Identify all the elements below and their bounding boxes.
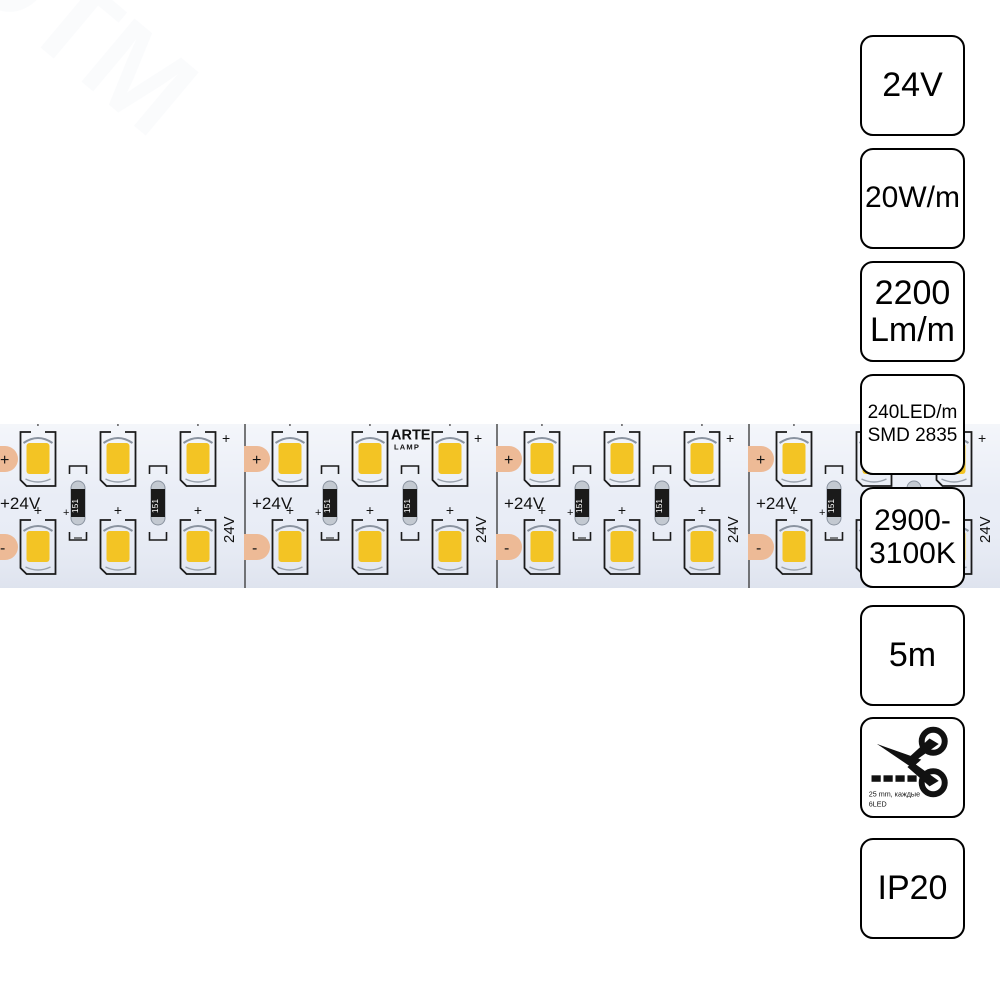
svg-text:ARTE: ARTE — [391, 428, 431, 444]
svg-text:LAMP: LAMP — [394, 443, 420, 452]
svg-text:6LED: 6LED — [869, 801, 887, 809]
svg-text:ЭТМ: ЭТМ — [0, 0, 221, 161]
svg-text:25 mm, каждые: 25 mm, каждые — [869, 791, 920, 799]
